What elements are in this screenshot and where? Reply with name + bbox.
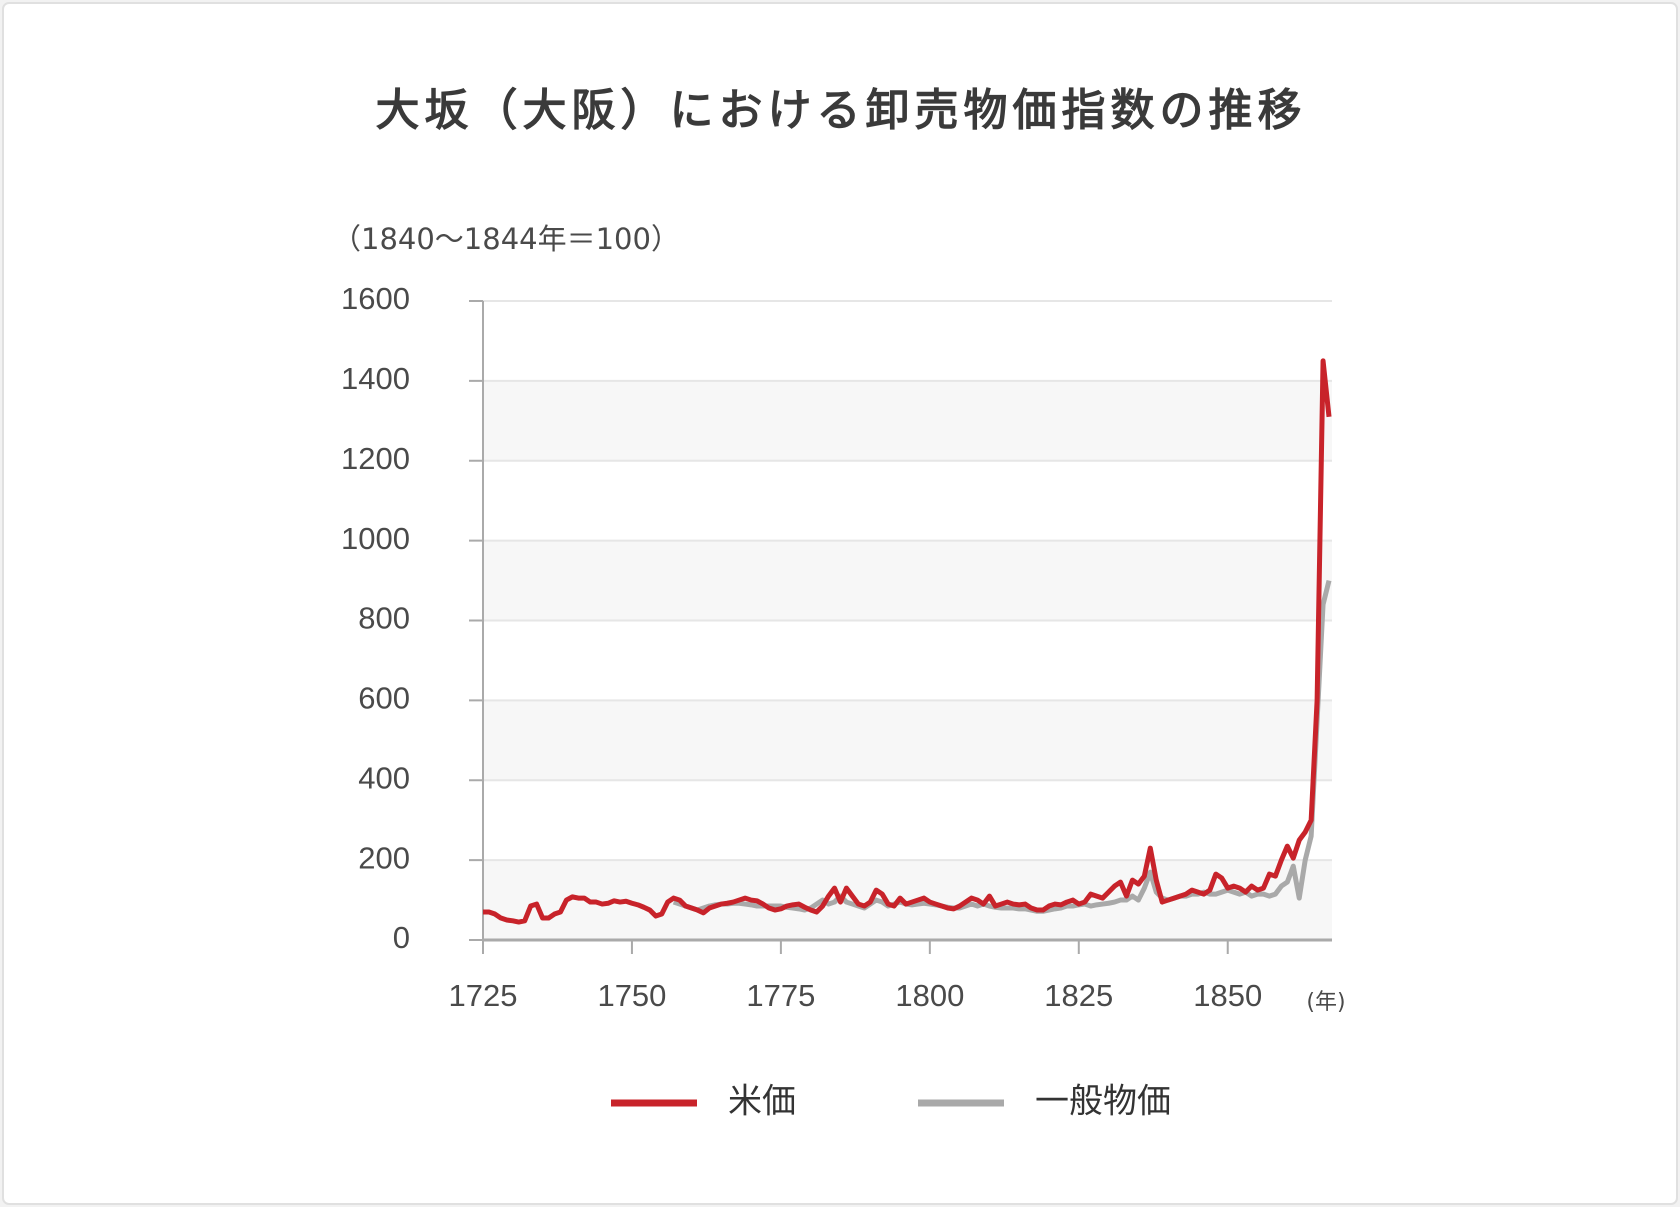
y-tick-label: 1600 [341,281,410,316]
x-tick-label: 1725 [449,978,518,1013]
x-tick-label: 1825 [1044,978,1113,1013]
band [483,540,1332,621]
x-tick-label: 1850 [1193,978,1262,1013]
x-tick-label: 1775 [746,978,815,1013]
y-tick-label: 1400 [341,361,410,396]
y-tick-label: 400 [358,760,410,795]
y-tick-label: 600 [358,681,410,716]
y-tick-label: 200 [358,840,410,875]
band [483,380,1332,461]
plot-background [483,380,1332,940]
series-line [483,358,1332,925]
x-tick-label: 1750 [597,978,666,1013]
y-axis-label: （1840～1844年＝100） [332,222,680,256]
x-tick-label: 1800 [895,978,964,1013]
x-axis-label: (年) [1306,990,1345,1015]
legend-label: 米価 [728,1082,796,1122]
y-tick-label: 800 [358,601,410,636]
legend: 米価 一般物価 [611,1082,1171,1122]
y-tick-label: 0 [393,920,410,955]
chart-title: 大坂（大阪）における卸売物価指数の推移 [376,85,1307,136]
y-tick-label: 1200 [341,441,410,476]
band [483,700,1332,781]
y-tick-label: 1000 [341,521,410,556]
legend-label: 一般物価 [1035,1082,1171,1122]
